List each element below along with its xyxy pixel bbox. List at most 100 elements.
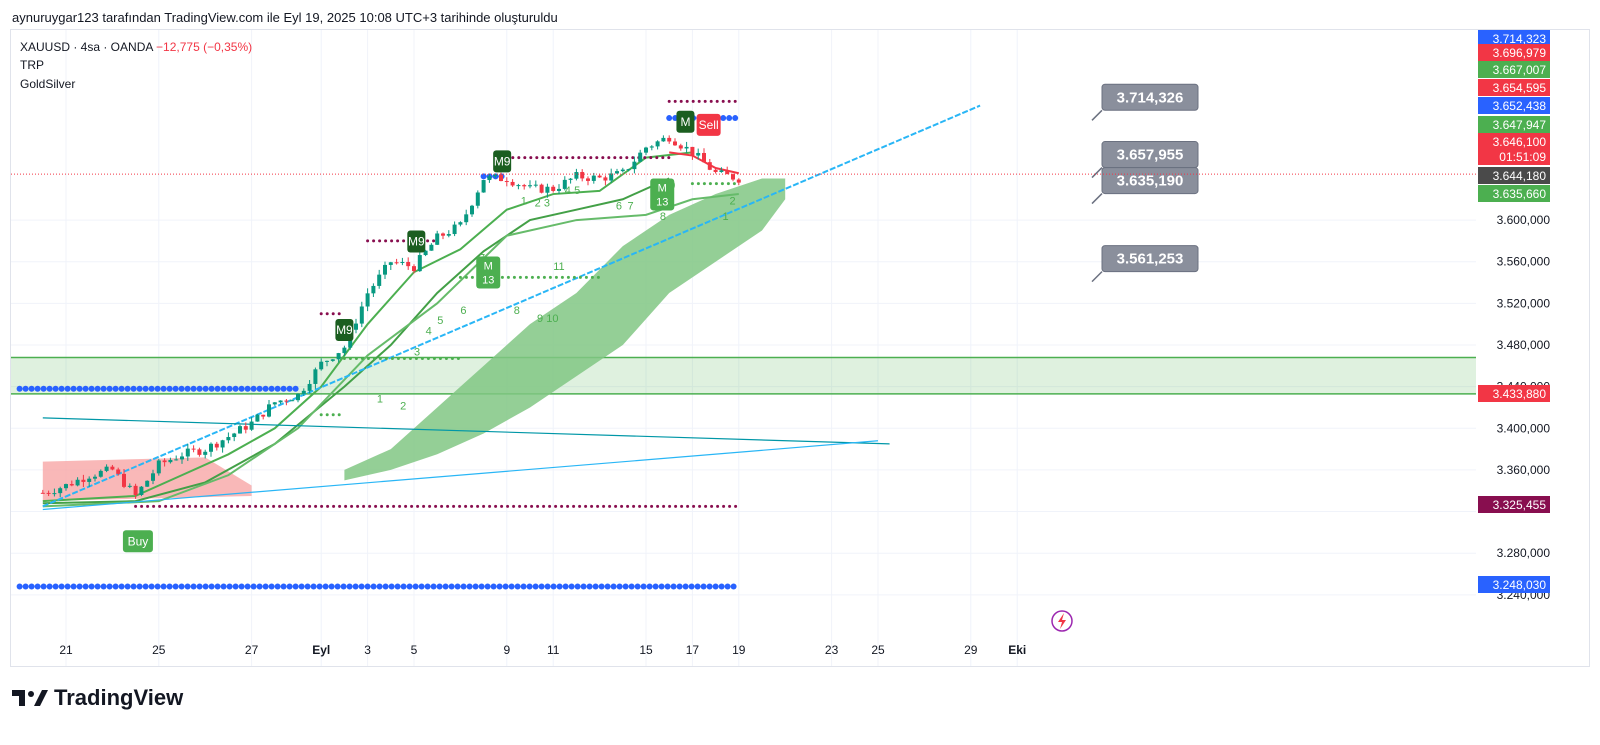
- tradingview-brand[interactable]: TradingView: [12, 685, 183, 711]
- candle-body: [75, 479, 80, 486]
- level-dot: [58, 583, 65, 590]
- level-dot: [502, 583, 509, 590]
- candle-body: [412, 266, 416, 272]
- candle-body: [464, 214, 469, 223]
- candle-body: [690, 146, 695, 156]
- candle-body: [632, 161, 637, 170]
- level-dot: [626, 504, 630, 508]
- level-dot: [178, 583, 185, 590]
- level-dot: [224, 504, 228, 508]
- level-dot: [118, 385, 125, 392]
- level-dot: [530, 275, 534, 279]
- candle-body: [626, 169, 631, 171]
- level-dot: [274, 385, 281, 392]
- level-dot: [358, 583, 365, 590]
- level-dot: [218, 504, 222, 508]
- indicator-legend-trp[interactable]: TRP: [20, 58, 44, 72]
- candle-body: [278, 400, 283, 403]
- price-label-bg: [1478, 116, 1550, 133]
- level-dot: [268, 385, 275, 392]
- level-dot: [608, 504, 612, 508]
- candle-body: [545, 186, 550, 193]
- brand-name: TradingView: [54, 685, 184, 710]
- callout-value: 3.714,326: [1117, 89, 1184, 106]
- level-dot: [650, 504, 654, 508]
- candle-body: [46, 492, 51, 494]
- level-dot: [64, 583, 71, 590]
- level-dot: [584, 275, 588, 279]
- candle-body: [452, 224, 457, 235]
- level-dot: [250, 583, 257, 590]
- level-dot: [584, 504, 588, 508]
- candle-body: [249, 421, 254, 430]
- chart-overlays: [11, 173, 1476, 632]
- count-label: 8: [660, 211, 666, 223]
- level-dot: [94, 385, 101, 392]
- candle-body: [446, 234, 451, 236]
- level-dot: [208, 385, 215, 392]
- level-dot: [530, 504, 534, 508]
- level-dot: [368, 504, 372, 508]
- level-dot: [698, 504, 702, 508]
- level-dot: [146, 504, 150, 508]
- level-dot: [566, 275, 570, 279]
- price-label-bg: [1478, 61, 1550, 78]
- level-dot: [524, 504, 528, 508]
- level-dot: [160, 583, 167, 590]
- level-dot: [526, 583, 533, 590]
- level-dot: [572, 275, 576, 279]
- level-dot: [436, 583, 443, 590]
- candle-body: [301, 390, 306, 394]
- level-dot: [616, 583, 623, 590]
- level-dot: [696, 182, 700, 186]
- symbol-legend[interactable]: XAUUSD · 4sa · OANDA −12,775 (−0,35%): [20, 40, 252, 54]
- level-dot: [586, 583, 593, 590]
- level-dot: [136, 583, 143, 590]
- candle-body: [661, 137, 666, 142]
- level-dot: [256, 583, 263, 590]
- y-tick-label: 3.520,000: [1497, 296, 1551, 310]
- level-dot: [544, 583, 551, 590]
- signal-badge-text: 13: [656, 196, 668, 208]
- trendline-rising: [42, 104, 981, 508]
- signal-badge-text: M9: [494, 154, 511, 168]
- level-dot: [418, 583, 425, 590]
- level-dot: [613, 156, 617, 160]
- level-dot: [686, 504, 690, 508]
- level-dot: [680, 504, 684, 508]
- candle-body: [458, 222, 463, 225]
- level-dot: [511, 156, 515, 160]
- level-dot: [692, 504, 696, 508]
- level-dot: [325, 312, 329, 316]
- candle-body: [539, 184, 544, 193]
- level-dot: [130, 583, 137, 590]
- level-dot: [547, 156, 551, 160]
- level-dot: [272, 504, 276, 508]
- candle-body: [180, 456, 184, 460]
- price-label-bg: [1478, 97, 1550, 114]
- level-dot: [709, 99, 713, 103]
- candle-body: [284, 400, 289, 402]
- level-dot: [284, 504, 288, 508]
- level-dot: [286, 385, 293, 392]
- indicator-legend-goldsilver[interactable]: GoldSilver: [20, 77, 76, 91]
- level-dot: [571, 156, 575, 160]
- signal-badge-text: Buy: [128, 534, 149, 548]
- level-dot: [517, 156, 521, 160]
- level-dot: [538, 583, 545, 590]
- level-dot: [58, 385, 65, 392]
- level-dot: [238, 583, 245, 590]
- level-dot: [388, 583, 395, 590]
- level-dot: [378, 239, 382, 243]
- level-dot: [478, 583, 485, 590]
- level-dot: [688, 583, 695, 590]
- level-dot: [172, 583, 179, 590]
- candle-body: [168, 459, 173, 463]
- level-dot: [506, 504, 510, 508]
- level-dot: [536, 504, 540, 508]
- candle-body: [267, 404, 271, 417]
- level-dot: [350, 504, 354, 508]
- level-dot: [308, 504, 312, 508]
- price-change: −12,775 (−0,35%): [156, 40, 253, 54]
